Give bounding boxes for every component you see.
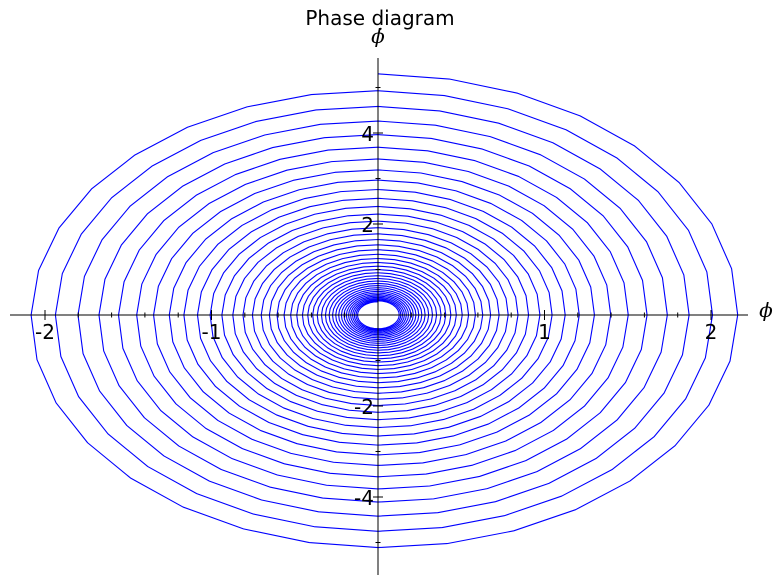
chart-title: Phase diagram — [305, 6, 454, 30]
x-tick-label: -2 — [35, 320, 55, 344]
x-tick-label: -1 — [202, 320, 222, 344]
x-tick-label: 1 — [538, 320, 551, 344]
y-ticks: -4 -2 2 4 — [354, 87, 383, 543]
y-axis-label: ϕ̇ — [371, 24, 385, 48]
x-tick-label: 2 — [705, 320, 718, 344]
y-tick-label: -4 — [354, 486, 374, 510]
x-ticks: -2 -1 1 2 — [35, 310, 717, 344]
x-axis-label: ϕ — [759, 298, 773, 322]
axes-layer: -2 -1 1 2 -4 -2 2 4 — [10, 58, 748, 575]
y-tick-label: -2 — [354, 395, 374, 419]
y-tick-label: 4 — [361, 122, 374, 146]
y-tick-label: 2 — [361, 213, 374, 237]
series-layer — [30, 73, 739, 549]
